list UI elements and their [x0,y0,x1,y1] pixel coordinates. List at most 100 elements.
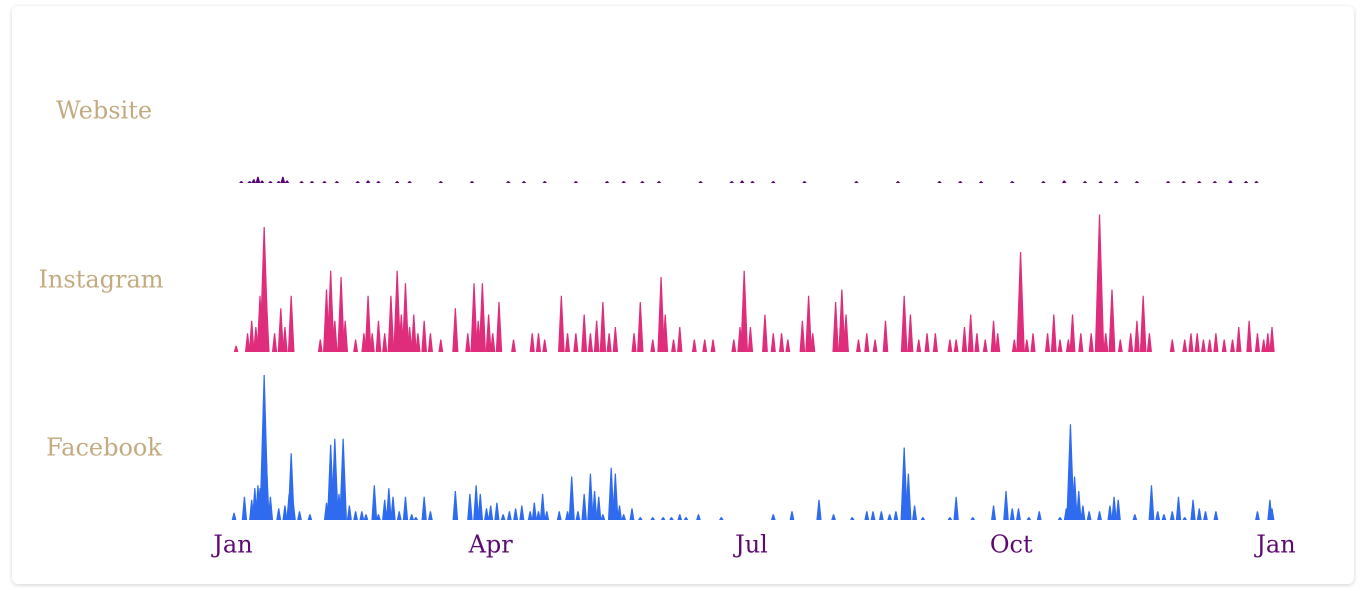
series-facebook-point [770,514,776,520]
series-facebook-point [539,493,546,520]
series-facebook-point [1080,505,1086,520]
series-instagram-point [1221,339,1227,352]
series-instagram-point [244,333,251,352]
series-instagram-point [452,308,459,352]
series-instagram-point [573,333,579,352]
series-instagram-point [1117,339,1123,352]
series-instagram-point [342,320,349,352]
series-instagram-point [1230,339,1235,352]
series-website-point [1243,181,1249,183]
series-facebook-point [527,511,533,520]
series-facebook-point [600,514,606,520]
series-website-point [521,181,527,183]
series-facebook-point [477,493,483,520]
series-instagram-point [438,339,444,352]
series-facebook-point [581,493,587,520]
series-facebook-point [346,505,352,520]
series-facebook-point [371,485,378,520]
series-instagram-point [511,339,516,352]
series-facebook-point [359,511,365,520]
chart-card [12,6,1354,584]
series-website-point [1165,181,1171,183]
series-instagram-point [1261,339,1267,352]
series-facebook-point [1196,508,1202,520]
series-instagram-point [485,314,492,352]
series-instagram-point [974,333,980,352]
series-instagram-point [262,295,270,352]
series-facebook-point [1213,511,1219,520]
series-facebook-point [849,517,855,520]
series-website-point [438,181,444,183]
series-instagram-point [1030,333,1036,352]
series-instagram-point [924,333,930,352]
series-instagram-point [1169,339,1175,352]
series-instagram-point [953,339,959,352]
series-instagram-point [369,333,375,352]
series-facebook-point [1203,511,1208,520]
series-website-point [355,181,360,183]
series-instagram-point [599,302,607,352]
series-website-point [284,180,290,183]
series-website-point [322,181,327,183]
series-instagram-point [650,339,656,352]
series-facebook-point [353,511,358,520]
series-instagram-point [637,302,644,352]
series-instagram-point [1254,333,1261,352]
series-facebook-point [629,508,635,520]
series-instagram-point [529,333,535,352]
series-facebook-point [376,514,381,520]
series-website-point [1228,180,1233,183]
series-instagram-point [1182,339,1188,352]
series-facebook-point [409,514,415,520]
series-facebook-point [970,517,976,520]
series-website-point [771,181,776,183]
series-facebook-point [650,517,656,520]
series-instagram-point [1246,320,1252,352]
series-facebook-point [617,505,622,520]
series-facebook-point [683,517,689,520]
series-instagram-point [1057,339,1063,352]
series-instagram-point [375,320,382,352]
series-facebook-point [900,447,908,520]
series-facebook-point [331,438,339,520]
series-instagram-point [465,333,471,352]
series-instagram-point [990,320,997,352]
series-facebook-point [831,514,836,520]
series-instagram-point [393,270,401,352]
series-website-point [1010,181,1015,183]
series-website-point [259,180,265,183]
series-instagram-point [631,333,637,352]
series-instagram-point [277,308,284,352]
series-instagram [233,214,1275,352]
series-website-point [469,181,475,183]
series-facebook-point [612,473,619,520]
series-label-facebook: Facebook [46,434,162,462]
series-facebook-point [1071,476,1078,520]
series-instagram-point [495,302,503,352]
series-website-point [656,181,662,183]
series-facebook-point [991,505,997,520]
series-website-point [542,181,547,183]
series-website-point [365,180,371,183]
series-instagram-point [558,295,565,352]
series-instagram-point [1103,333,1109,352]
series-instagram-point [657,277,665,352]
series-instagram-point [702,339,708,352]
series-instagram-point [864,333,870,352]
series-facebook-point [669,517,674,520]
series-website-point [978,181,984,183]
series-facebook-point [494,502,500,520]
x-tick-label: Oct [990,531,1033,559]
series-facebook-point [953,496,959,520]
series-instagram-point [410,314,417,352]
series-instagram-point [1024,339,1030,352]
series-instagram-point [317,339,323,352]
series-website-point [937,181,942,183]
series-website-point [255,176,261,183]
series-instagram-point [564,333,571,352]
series-facebook-point [536,511,541,520]
series-instagram-point [406,327,413,352]
series-facebook-point [297,511,302,520]
series-instagram-point [932,333,938,352]
series-facebook-point [816,499,822,520]
